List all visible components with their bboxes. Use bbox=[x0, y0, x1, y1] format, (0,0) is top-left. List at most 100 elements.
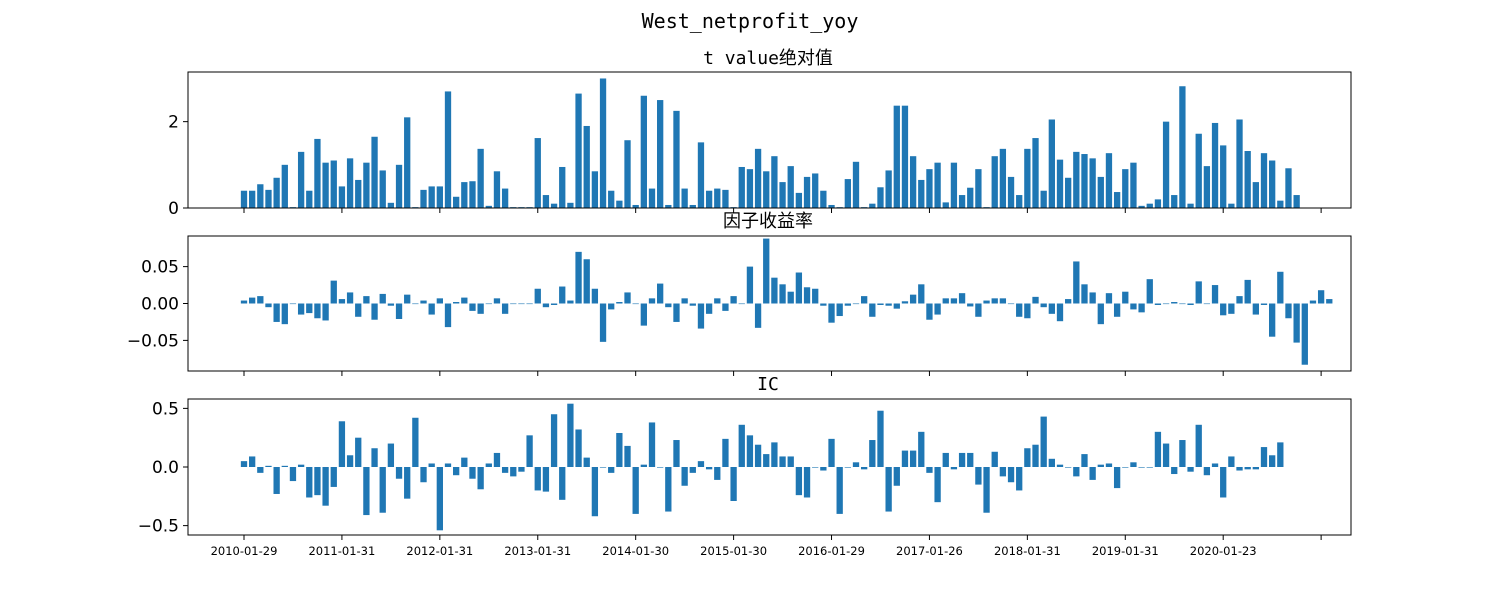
bar bbox=[404, 294, 411, 304]
panel-t-value: t value绝对值 02 bbox=[168, 48, 1352, 219]
bar bbox=[420, 300, 427, 304]
bar bbox=[387, 303, 395, 306]
bar bbox=[1146, 203, 1153, 208]
bar bbox=[738, 166, 745, 208]
bar bbox=[1007, 467, 1015, 483]
bar bbox=[1309, 300, 1317, 304]
bar bbox=[461, 457, 468, 467]
bar bbox=[420, 467, 427, 483]
bar bbox=[314, 138, 321, 208]
bar bbox=[453, 302, 460, 304]
bar bbox=[624, 292, 631, 304]
bar bbox=[559, 166, 566, 208]
bar bbox=[893, 105, 900, 208]
bar bbox=[518, 303, 525, 305]
bar bbox=[812, 288, 819, 304]
bar bbox=[1220, 467, 1227, 498]
bar bbox=[1089, 467, 1096, 480]
bar bbox=[1065, 467, 1072, 468]
bar bbox=[371, 136, 378, 208]
bar bbox=[1260, 303, 1268, 305]
bar bbox=[1179, 440, 1186, 467]
bar bbox=[999, 467, 1007, 477]
bar bbox=[322, 162, 329, 208]
bar bbox=[852, 462, 860, 467]
bar bbox=[363, 162, 370, 208]
bar bbox=[485, 463, 492, 467]
bar bbox=[412, 303, 419, 305]
bar bbox=[795, 192, 803, 208]
bar bbox=[1260, 447, 1268, 467]
bar bbox=[665, 303, 672, 308]
bar bbox=[844, 303, 851, 306]
bar bbox=[461, 182, 468, 208]
bar bbox=[314, 467, 321, 496]
bar bbox=[1113, 467, 1121, 489]
bar bbox=[240, 190, 248, 208]
bar bbox=[950, 162, 958, 208]
bar bbox=[1056, 159, 1064, 208]
bar bbox=[1065, 299, 1072, 304]
bar bbox=[428, 186, 435, 208]
bar bbox=[387, 202, 395, 208]
bar bbox=[469, 181, 476, 208]
bar bbox=[885, 303, 892, 306]
bar bbox=[705, 303, 713, 314]
panel-title-ic: IC bbox=[757, 374, 779, 395]
bar bbox=[265, 189, 272, 208]
bar bbox=[1203, 303, 1211, 305]
bar bbox=[991, 451, 998, 467]
bar bbox=[542, 467, 550, 492]
bar bbox=[493, 298, 501, 304]
bar bbox=[461, 297, 468, 304]
bar bbox=[1277, 271, 1284, 304]
bar bbox=[624, 445, 631, 467]
bar bbox=[550, 303, 558, 305]
bar bbox=[803, 176, 811, 208]
bar bbox=[314, 303, 321, 319]
bar bbox=[754, 303, 762, 328]
bar bbox=[355, 179, 362, 208]
x-tick-label: 2010-01-29 bbox=[211, 544, 278, 558]
bar bbox=[975, 169, 982, 208]
bar bbox=[714, 467, 721, 480]
bar bbox=[1105, 463, 1113, 467]
x-axis-ic: 2010-01-29 2011-01-31 2012-01-31 2013-01-31… bbox=[211, 535, 1322, 558]
bar bbox=[1187, 203, 1194, 208]
bar bbox=[338, 421, 346, 467]
bar bbox=[991, 156, 998, 208]
bar bbox=[861, 296, 868, 304]
bar bbox=[909, 294, 917, 304]
bar bbox=[1097, 303, 1104, 325]
bar bbox=[1081, 154, 1088, 208]
bar bbox=[852, 161, 860, 208]
bar bbox=[583, 457, 590, 467]
bar bbox=[510, 303, 517, 305]
bar bbox=[395, 164, 403, 208]
bar bbox=[844, 467, 851, 468]
bar bbox=[1326, 299, 1333, 304]
bar bbox=[281, 303, 288, 325]
bar bbox=[665, 204, 672, 208]
bar bbox=[771, 442, 778, 467]
bar bbox=[697, 142, 705, 208]
panel-factor-return: 因子收益率 −0.05 0.00 0.05 bbox=[127, 211, 1352, 376]
bar bbox=[608, 303, 615, 310]
bar bbox=[640, 95, 647, 208]
bar bbox=[1228, 456, 1235, 467]
bar bbox=[958, 195, 966, 208]
bar bbox=[657, 283, 664, 304]
bar bbox=[1032, 296, 1039, 304]
x-tick-label: 2011-01-31 bbox=[308, 544, 375, 558]
bar bbox=[1211, 463, 1219, 467]
bar bbox=[1154, 199, 1162, 208]
bar bbox=[249, 456, 256, 467]
bar bbox=[1171, 302, 1178, 304]
bar bbox=[1122, 291, 1129, 304]
bar bbox=[657, 100, 664, 208]
bar bbox=[803, 467, 811, 498]
bar bbox=[918, 284, 925, 304]
bar bbox=[1113, 192, 1121, 208]
bar bbox=[763, 454, 770, 467]
bar bbox=[257, 467, 264, 473]
